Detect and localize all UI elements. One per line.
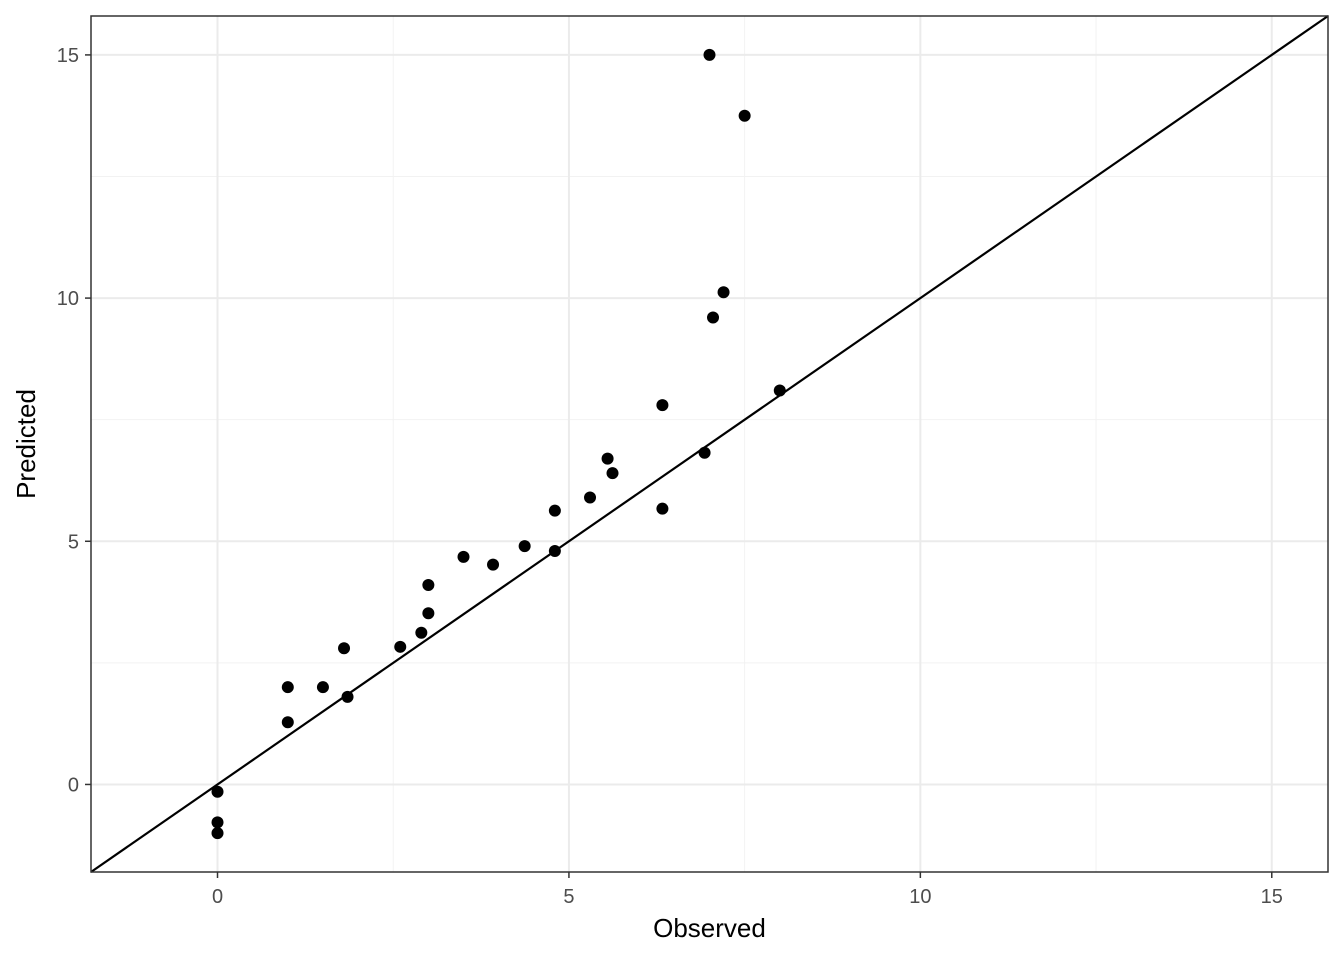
identity-reference-line [90, 15, 1329, 873]
data-point [422, 579, 435, 592]
data-point [316, 681, 329, 694]
y-tick-label: 10 [57, 288, 79, 310]
minor-gridlines [91, 16, 1328, 872]
data-point [707, 311, 720, 324]
y-axis-ticks: 0 5 10 15 [57, 45, 91, 796]
data-point [211, 816, 224, 829]
x-tick-label: 10 [909, 886, 931, 908]
data-point [698, 446, 711, 459]
data-point [656, 502, 669, 515]
x-axis-title: Observed [653, 913, 766, 943]
data-point [281, 681, 294, 694]
y-tick-label: 0 [68, 774, 79, 796]
data-point [338, 642, 351, 655]
data-point [487, 558, 500, 571]
data-point [717, 286, 730, 299]
data-point [394, 640, 407, 653]
data-point [584, 491, 597, 504]
data-point [656, 399, 669, 412]
data-point [703, 48, 716, 61]
data-point [738, 109, 751, 122]
data-point [211, 827, 224, 840]
x-tick-label: 5 [563, 886, 574, 908]
data-point [601, 452, 614, 465]
y-tick-label: 15 [57, 45, 79, 67]
data-points [211, 48, 786, 840]
data-point [548, 504, 561, 517]
data-point [281, 716, 294, 729]
data-point [606, 467, 619, 480]
data-point [457, 550, 470, 563]
data-point [422, 607, 435, 620]
plot-border [90, 15, 1329, 873]
x-tick-label: 15 [1261, 886, 1283, 908]
data-point [518, 540, 531, 553]
data-point [211, 785, 224, 798]
data-point [773, 384, 786, 397]
y-axis-title: Predicted [11, 389, 41, 499]
x-axis-ticks: 0 5 10 15 [212, 872, 1283, 908]
reference-line-layer [90, 15, 1329, 873]
data-point [415, 626, 428, 639]
y-tick-label: 5 [68, 531, 79, 553]
data-point [341, 690, 354, 703]
data-point [548, 545, 561, 557]
x-tick-label: 0 [212, 886, 223, 908]
